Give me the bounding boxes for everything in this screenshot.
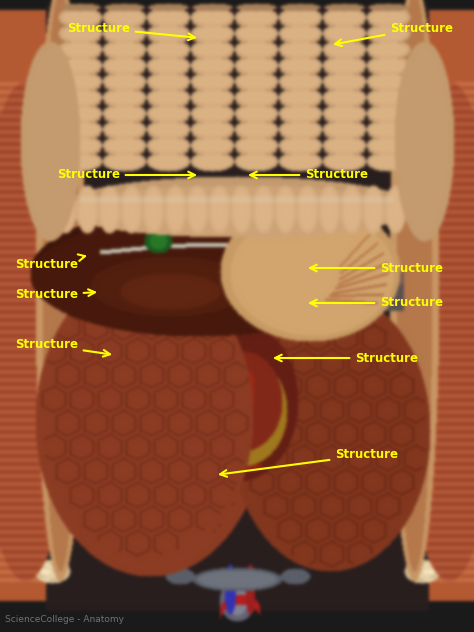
Text: Structure: Structure [335, 21, 453, 46]
Text: Structure: Structure [15, 255, 85, 272]
Text: Structure: Structure [15, 339, 110, 356]
Text: Structure: Structure [220, 449, 398, 477]
Text: Structure: Structure [15, 288, 95, 301]
Text: Structure: Structure [57, 169, 195, 181]
Text: Structure: Structure [275, 351, 418, 365]
Text: Structure: Structure [310, 296, 443, 310]
Text: ScienceCollege - Anatomy: ScienceCollege - Anatomy [5, 615, 124, 624]
Text: Structure: Structure [310, 262, 443, 274]
Text: Structure: Structure [67, 21, 195, 40]
Text: Structure: Structure [250, 169, 368, 181]
